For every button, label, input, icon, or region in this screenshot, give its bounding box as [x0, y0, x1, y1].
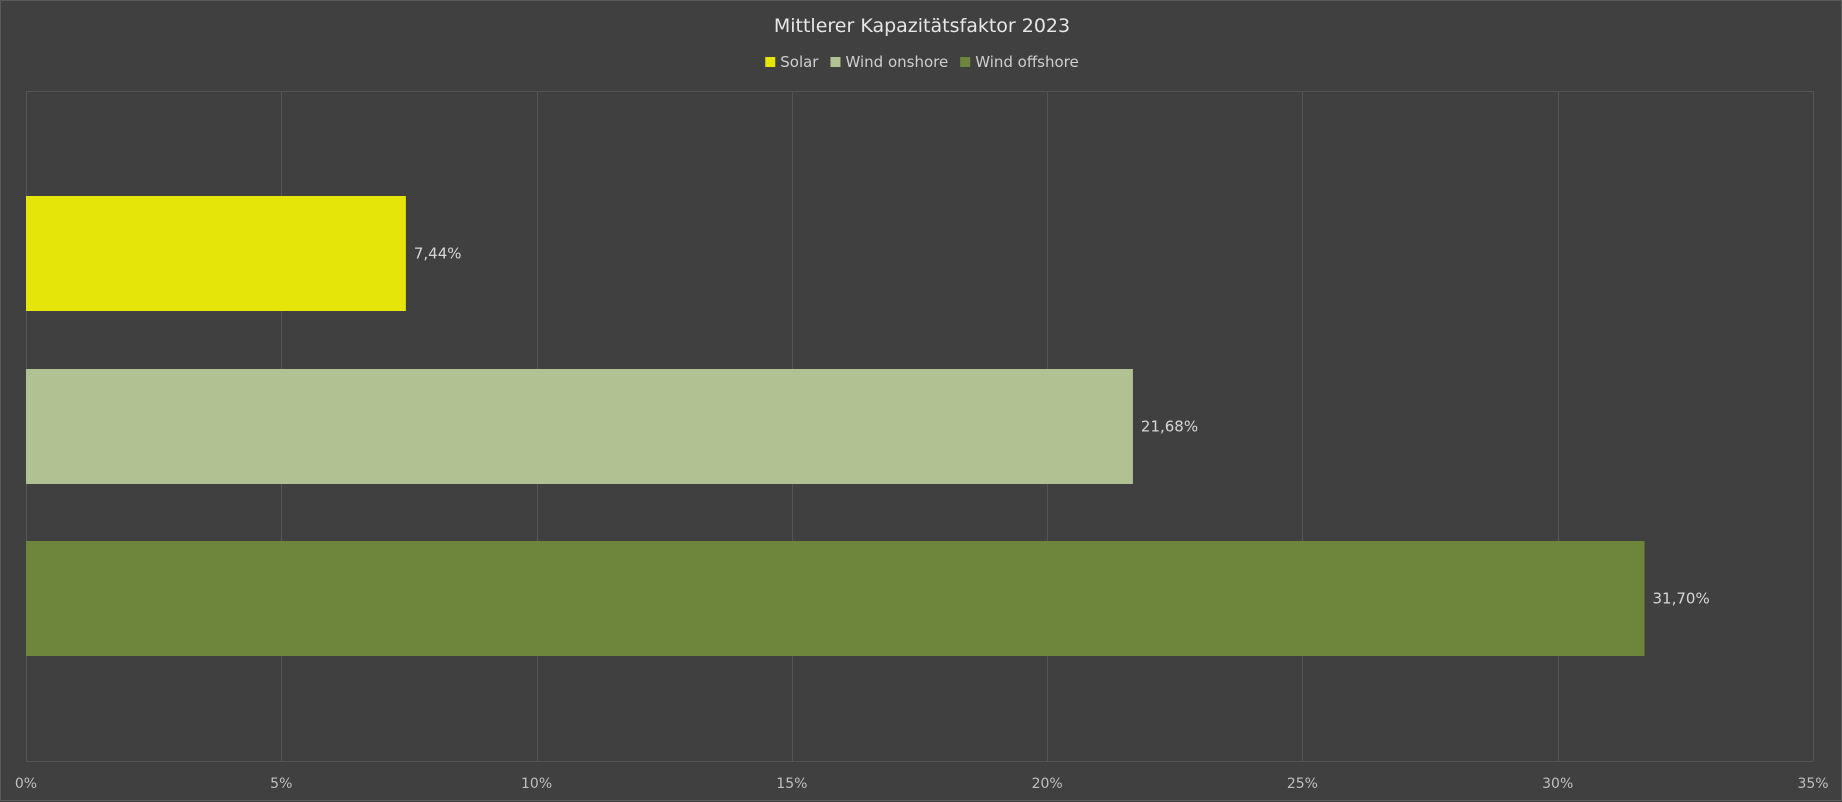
- data-label-wind-onshore: 21,68%: [1141, 418, 1198, 436]
- x-tick-label-0: 0%: [15, 776, 37, 792]
- legend-swatch-wind-onshore: [830, 57, 841, 67]
- chart-title: Mittlerer Kapazitätsfaktor 2023: [774, 15, 1070, 37]
- x-axis-ticks: 0% 5% 10% 15% 20% 25% 30% 35%: [15, 776, 1829, 792]
- legend-label-wind-onshore: Wind onshore: [845, 53, 948, 71]
- x-tick-label-7: 35%: [1797, 776, 1828, 792]
- legend-swatch-solar: [765, 57, 776, 67]
- legend-label-wind-offshore: Wind offshore: [975, 53, 1079, 71]
- x-tick-label-5: 25%: [1287, 776, 1318, 792]
- bars: [26, 196, 1645, 656]
- x-tick-label-1: 5%: [270, 776, 292, 792]
- data-label-wind-offshore: 31,70%: [1653, 590, 1710, 608]
- data-labels: 7,44% 21,68% 31,70%: [414, 245, 1710, 608]
- bar-wind-offshore: [26, 541, 1645, 656]
- legend-swatch-wind-offshore: [960, 57, 971, 67]
- x-tick-label-4: 20%: [1032, 776, 1063, 792]
- legend-label-solar: Solar: [780, 53, 819, 71]
- bar-wind-onshore: [26, 369, 1133, 484]
- x-tick-label-3: 15%: [776, 776, 807, 792]
- data-label-solar: 7,44%: [414, 245, 462, 263]
- x-tick-label-2: 10%: [521, 776, 552, 792]
- legend: Solar Wind onshore Wind offshore: [765, 53, 1079, 71]
- bar-solar: [26, 196, 406, 311]
- x-tick-label-6: 30%: [1542, 776, 1573, 792]
